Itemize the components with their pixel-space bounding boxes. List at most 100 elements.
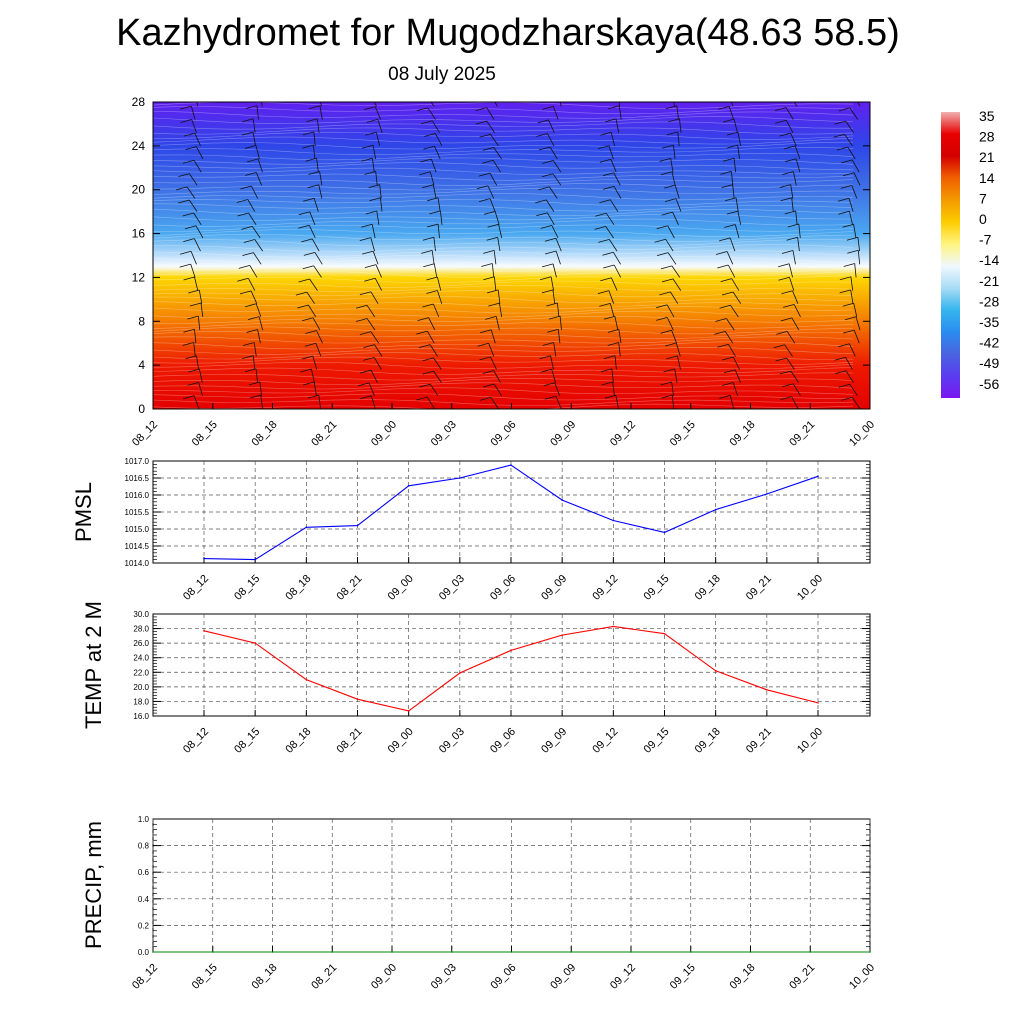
wind-barb-flag bbox=[298, 211, 310, 216]
wind-barb-staff bbox=[314, 252, 323, 265]
wind-barb-flag bbox=[183, 276, 195, 281]
wind-barb-flag bbox=[656, 252, 669, 256]
wind-barb-flag bbox=[183, 395, 195, 400]
wind-barb-flag bbox=[784, 210, 796, 215]
wind-barb-flag bbox=[668, 118, 680, 123]
wind-barb-flag bbox=[306, 118, 318, 123]
wind-barb-staff bbox=[672, 278, 682, 291]
wind-barb-staff bbox=[315, 343, 322, 357]
wind-barb-staff bbox=[785, 107, 794, 120]
wind-barb-staff bbox=[437, 290, 443, 304]
contour-line bbox=[153, 179, 854, 186]
wind-barb-staff bbox=[789, 277, 795, 291]
wind-barb-flag bbox=[250, 93, 261, 96]
wind-barb-flag bbox=[423, 145, 435, 150]
heatmap-x-tick-label: 08_21 bbox=[309, 419, 339, 449]
data-point bbox=[663, 531, 666, 534]
wind-barb-flag bbox=[364, 106, 376, 110]
wind-barb-staff bbox=[253, 252, 262, 265]
wind-barb-staff bbox=[791, 317, 800, 331]
wind-barb-staff bbox=[733, 158, 737, 173]
wind-barb-staff bbox=[260, 395, 263, 409]
wind-barb-staff bbox=[375, 132, 381, 146]
wind-barb-flag bbox=[601, 381, 613, 386]
contour-line bbox=[153, 116, 854, 124]
wind-barb-flag bbox=[776, 331, 788, 335]
colorbar-label: -21 bbox=[979, 273, 999, 289]
wind-barb-flag bbox=[302, 144, 314, 149]
wind-barb-flag bbox=[541, 289, 554, 294]
wind-barb-staff bbox=[610, 159, 617, 173]
data-point bbox=[356, 698, 359, 700]
wind-barb-staff bbox=[666, 317, 674, 331]
heatmap-x-axis: 08_12 08_15 08_18 08_21 09_00 09_03 09_06 09_09… bbox=[130, 403, 877, 449]
wind-barb-staff bbox=[729, 395, 735, 409]
x-tick-label: 08_12 bbox=[130, 962, 160, 992]
wind-barb-staff bbox=[671, 395, 675, 409]
wind-barb-flag bbox=[544, 395, 556, 400]
wind-barb-staff bbox=[435, 133, 443, 147]
data-point bbox=[407, 710, 410, 712]
y-tick-label: 26.0 bbox=[133, 639, 149, 648]
wind-barb-flag bbox=[665, 105, 677, 110]
wind-barb-flag bbox=[838, 210, 850, 215]
wind-barb-staff bbox=[493, 383, 502, 397]
wind-barb-staff bbox=[377, 119, 383, 133]
heatmap-x-tick-label: 09_03 bbox=[429, 419, 459, 449]
wind-barb-staff bbox=[618, 329, 622, 344]
contour-line bbox=[153, 229, 854, 238]
wind-barb-flag bbox=[608, 105, 620, 110]
wind-barb-flag bbox=[662, 144, 674, 149]
y-tick-label: 0.4 bbox=[138, 895, 150, 904]
wind-barb-flag bbox=[236, 199, 248, 203]
wind-barb-flag bbox=[426, 290, 438, 294]
wind-barb-staff bbox=[252, 118, 256, 133]
wind-barb-flag bbox=[547, 93, 558, 96]
wind-barb-staff bbox=[615, 118, 620, 133]
heatmap-y-tick-label: 8 bbox=[138, 314, 145, 328]
wind-barb-flag bbox=[780, 396, 792, 400]
data-point bbox=[817, 475, 819, 478]
wind-barb-flag bbox=[843, 263, 855, 267]
wind-barb-flag bbox=[720, 278, 732, 282]
wind-barb-flag bbox=[483, 211, 496, 215]
wind-barb-staff bbox=[437, 197, 441, 212]
wind-barb-flag bbox=[417, 317, 429, 321]
wind-barb-flag bbox=[781, 290, 793, 295]
wind-barb-staff bbox=[550, 276, 554, 291]
wind-barb-staff bbox=[319, 105, 323, 120]
wind-barb-staff bbox=[486, 120, 495, 133]
wind-barb-flag bbox=[239, 290, 252, 295]
wind-barb-staff bbox=[426, 396, 435, 409]
wind-barb-staff bbox=[493, 250, 497, 265]
wind-barb-flag bbox=[839, 276, 852, 281]
wind-barb-flag bbox=[419, 383, 431, 388]
wind-barb-staff bbox=[549, 146, 558, 160]
wind-barb-flag bbox=[599, 303, 611, 307]
wind-barb-staff bbox=[671, 171, 676, 186]
wind-barb-flag bbox=[547, 328, 559, 333]
wind-barb-staff bbox=[200, 302, 204, 317]
wind-barb-staff bbox=[318, 184, 323, 199]
wind-barb-staff bbox=[313, 198, 319, 212]
x-tick-label: 08_21 bbox=[309, 962, 339, 992]
wind-barb-staff bbox=[793, 304, 801, 318]
wind-barb-staff bbox=[490, 134, 499, 147]
wind-barb-flag bbox=[538, 186, 550, 191]
wind-barb-flag bbox=[187, 382, 199, 386]
wind-barb-staff bbox=[857, 237, 860, 252]
y-tick-label: 30.0 bbox=[133, 610, 149, 619]
wind-barb-staff bbox=[312, 317, 321, 331]
wind-barb-flag bbox=[782, 383, 794, 388]
data-point bbox=[331, 951, 334, 953]
wind-barb-staff bbox=[730, 305, 739, 318]
wind-barb-staff bbox=[857, 250, 861, 265]
x-tick-label: 09_03 bbox=[437, 573, 467, 603]
wind-barb-flag bbox=[724, 224, 736, 228]
wind-barb-flag bbox=[664, 198, 677, 202]
data-point bbox=[561, 634, 563, 636]
colorbar-label: 35 bbox=[979, 108, 995, 124]
wind-barb-staff bbox=[191, 119, 197, 133]
wind-barb-staff bbox=[549, 186, 558, 199]
contour-line bbox=[153, 233, 854, 242]
